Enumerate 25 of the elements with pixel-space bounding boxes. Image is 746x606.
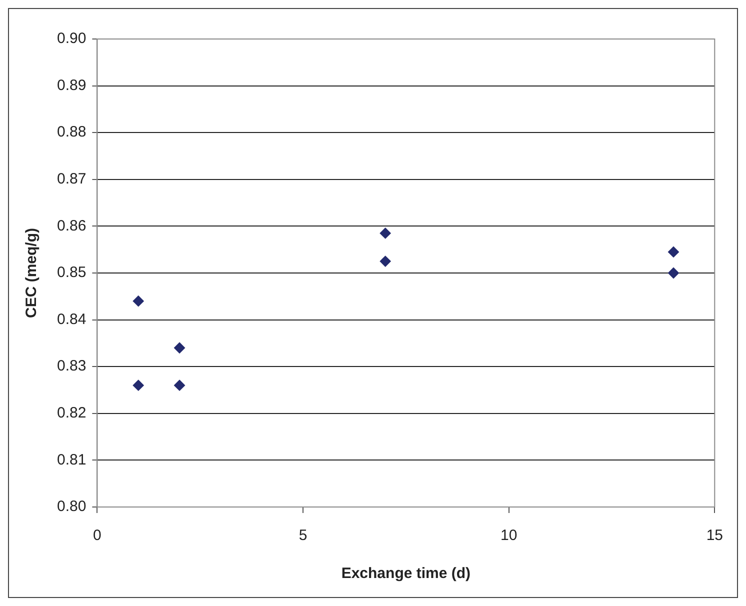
point [132, 296, 144, 307]
point [668, 268, 679, 278]
point [668, 246, 679, 258]
y-tick-label: 0.89 [56, 76, 86, 94]
point [174, 342, 186, 354]
y-tick-label: 0.81 [56, 451, 86, 468]
x-tick-label: 0 [93, 527, 102, 544]
x-tick-label: 15 [706, 527, 723, 544]
y-tick-label: 0.84 [56, 310, 86, 328]
y-axis-title: CEC (meq/g) [23, 228, 40, 318]
y-tick-label: 0.80 [56, 498, 86, 516]
y-tick-label: 0.90 [56, 30, 86, 48]
x-axis-title: Exchange time (d) [341, 565, 471, 582]
y-tick-label: 0.86 [56, 217, 86, 234]
y-tick-label: 0.85 [56, 264, 86, 282]
x-tick-label: 10 [500, 527, 518, 544]
y-tick-label: 0.88 [56, 124, 86, 141]
point [380, 256, 391, 267]
point [132, 380, 144, 391]
x-tick-label: 5 [298, 527, 308, 544]
y-tick-label: 0.87 [56, 170, 86, 188]
point [174, 380, 186, 391]
y-tick-label: 0.82 [56, 404, 86, 422]
point [380, 228, 391, 239]
y-tick-label: 0.83 [56, 358, 86, 375]
